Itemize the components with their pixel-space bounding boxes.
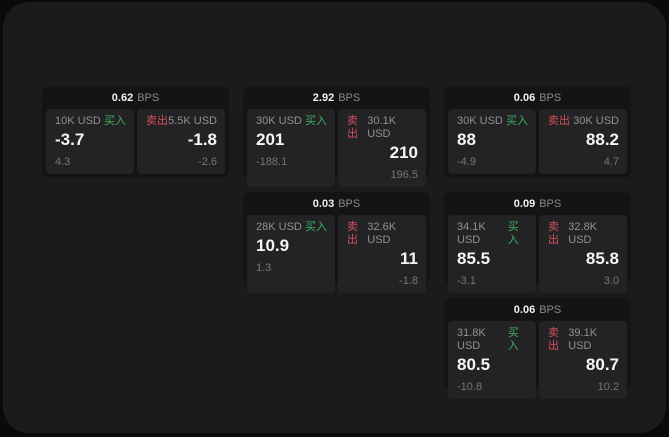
- buy-price: -3.7: [55, 130, 85, 149]
- sell-size: 32.8K USD: [568, 221, 598, 246]
- sell-label: 卖出: [548, 327, 559, 352]
- sell-panel[interactable]: 卖出 39.1K USD 80.7 10.2: [539, 321, 627, 399]
- buy-panel[interactable]: 34.1K USD 买入 85.5 -3.1: [448, 215, 536, 293]
- buy-size: 30K USD: [457, 115, 503, 127]
- bps-value: 0.03: [312, 197, 335, 210]
- bps-header: 0.62 BPS: [42, 86, 229, 106]
- quote-card-grid: 0.62 BPS 10K USD 买入 -3.7 4.3 卖出 5.5K USD: [42, 86, 631, 399]
- buy-delta: 4.3: [55, 156, 71, 168]
- buy-panel[interactable]: 31.8K USD 买入 80.5 -10.8: [448, 321, 536, 399]
- buy-size: 28K USD: [256, 221, 302, 233]
- quote-board-panel: 0.62 BPS 10K USD 买入 -3.7 4.3 卖出 5.5K USD: [3, 2, 666, 433]
- buy-panel[interactable]: 10K USD 买入 -3.7 4.3: [46, 109, 134, 174]
- buy-panel[interactable]: 30K USD 买入 88 -4.9: [448, 109, 536, 174]
- sell-delta: 4.7: [603, 156, 619, 168]
- bps-unit: BPS: [338, 91, 361, 104]
- buy-label: 买入: [507, 327, 519, 352]
- buy-price: 85.5: [457, 249, 491, 268]
- buy-delta: -10.8: [457, 381, 483, 393]
- buy-label: 买入: [507, 221, 519, 246]
- sell-delta: 3.0: [603, 275, 619, 287]
- sell-size: 32.6K USD: [367, 221, 397, 246]
- bps-value: 0.09: [513, 197, 536, 210]
- buy-delta: -188.1: [256, 156, 288, 168]
- sell-panel[interactable]: 卖出 30K USD 88.2 4.7: [539, 109, 627, 174]
- bps-value: 0.62: [111, 91, 134, 104]
- sell-delta: 196.5: [390, 169, 418, 181]
- bps-header: 0.09 BPS: [444, 192, 631, 212]
- quote-card: 0.62 BPS 10K USD 买入 -3.7 4.3 卖出 5.5K USD: [42, 86, 229, 178]
- quote-card: 0.06 BPS 31.8K USD 买入 80.5 -10.8 卖出 39.1…: [444, 298, 631, 399]
- sell-delta: 10.2: [597, 381, 619, 393]
- buy-panel[interactable]: 30K USD 买入 201 -188.1: [247, 109, 335, 187]
- sell-label: 卖出: [146, 115, 168, 127]
- sell-size: 5.5K USD: [168, 115, 217, 127]
- buy-size: 34.1K USD: [457, 221, 486, 246]
- bps-unit: BPS: [137, 91, 160, 104]
- bps-value: 2.92: [312, 91, 335, 104]
- sell-size: 30.1K USD: [367, 115, 397, 140]
- bps-header: 2.92 BPS: [243, 86, 430, 106]
- buy-label: 买入: [104, 115, 126, 127]
- buy-delta: -3.1: [457, 275, 476, 287]
- bps-header: 0.06 BPS: [444, 298, 631, 318]
- sell-panel[interactable]: 卖出 32.8K USD 85.8 3.0: [539, 215, 627, 293]
- buy-panel[interactable]: 28K USD 买入 10.9 1.3: [247, 215, 335, 293]
- bps-unit: BPS: [539, 91, 562, 104]
- sell-label: 卖出: [347, 221, 358, 246]
- sell-price: 85.8: [585, 249, 619, 268]
- buy-delta: 1.3: [256, 262, 272, 274]
- quote-card: 2.92 BPS 30K USD 买入 201 -188.1 卖出 30.1K …: [243, 86, 430, 187]
- buy-price: 80.5: [457, 355, 491, 374]
- sell-price: -1.8: [187, 130, 217, 149]
- buy-size: 31.8K USD: [457, 327, 486, 352]
- buy-price: 88: [457, 130, 476, 149]
- sell-label: 卖出: [548, 115, 570, 127]
- sell-price: 80.7: [585, 355, 619, 374]
- buy-size: 30K USD: [256, 115, 302, 127]
- bps-unit: BPS: [338, 197, 361, 210]
- buy-price: 10.9: [256, 236, 290, 255]
- sell-size: 30K USD: [573, 115, 619, 127]
- bps-unit: BPS: [539, 303, 562, 316]
- buy-price: 201: [256, 130, 285, 149]
- sell-panel[interactable]: 卖出 32.6K USD 11 -1.8: [338, 215, 426, 293]
- quote-card: 0.03 BPS 28K USD 买入 10.9 1.3 卖出 32.6K US…: [243, 192, 430, 293]
- bps-value: 0.06: [513, 91, 536, 104]
- sell-delta: -2.6: [198, 156, 217, 168]
- buy-label: 买入: [305, 221, 327, 233]
- buy-delta: -4.9: [457, 156, 476, 168]
- quote-card: 0.06 BPS 30K USD 买入 88 -4.9 卖出 30K USD: [444, 86, 631, 178]
- buy-label: 买入: [305, 115, 327, 127]
- sell-panel[interactable]: 卖出 5.5K USD -1.8 -2.6: [137, 109, 225, 174]
- buy-size: 10K USD: [55, 115, 101, 127]
- sell-delta: -1.8: [399, 275, 418, 287]
- quote-card: 0.09 BPS 34.1K USD 买入 85.5 -3.1 卖出 32.8K…: [444, 192, 631, 293]
- sell-size: 39.1K USD: [568, 327, 598, 352]
- sell-price: 88.2: [585, 130, 619, 149]
- bps-header: 0.06 BPS: [444, 86, 631, 106]
- sell-panel[interactable]: 卖出 30.1K USD 210 196.5: [338, 109, 426, 187]
- bps-header: 0.03 BPS: [243, 192, 430, 212]
- sell-price: 11: [400, 249, 418, 268]
- sell-label: 卖出: [548, 221, 559, 246]
- buy-label: 买入: [506, 115, 528, 127]
- sell-price: 210: [389, 143, 418, 162]
- bps-unit: BPS: [539, 197, 562, 210]
- bps-value: 0.06: [513, 303, 536, 316]
- sell-label: 卖出: [347, 115, 358, 140]
